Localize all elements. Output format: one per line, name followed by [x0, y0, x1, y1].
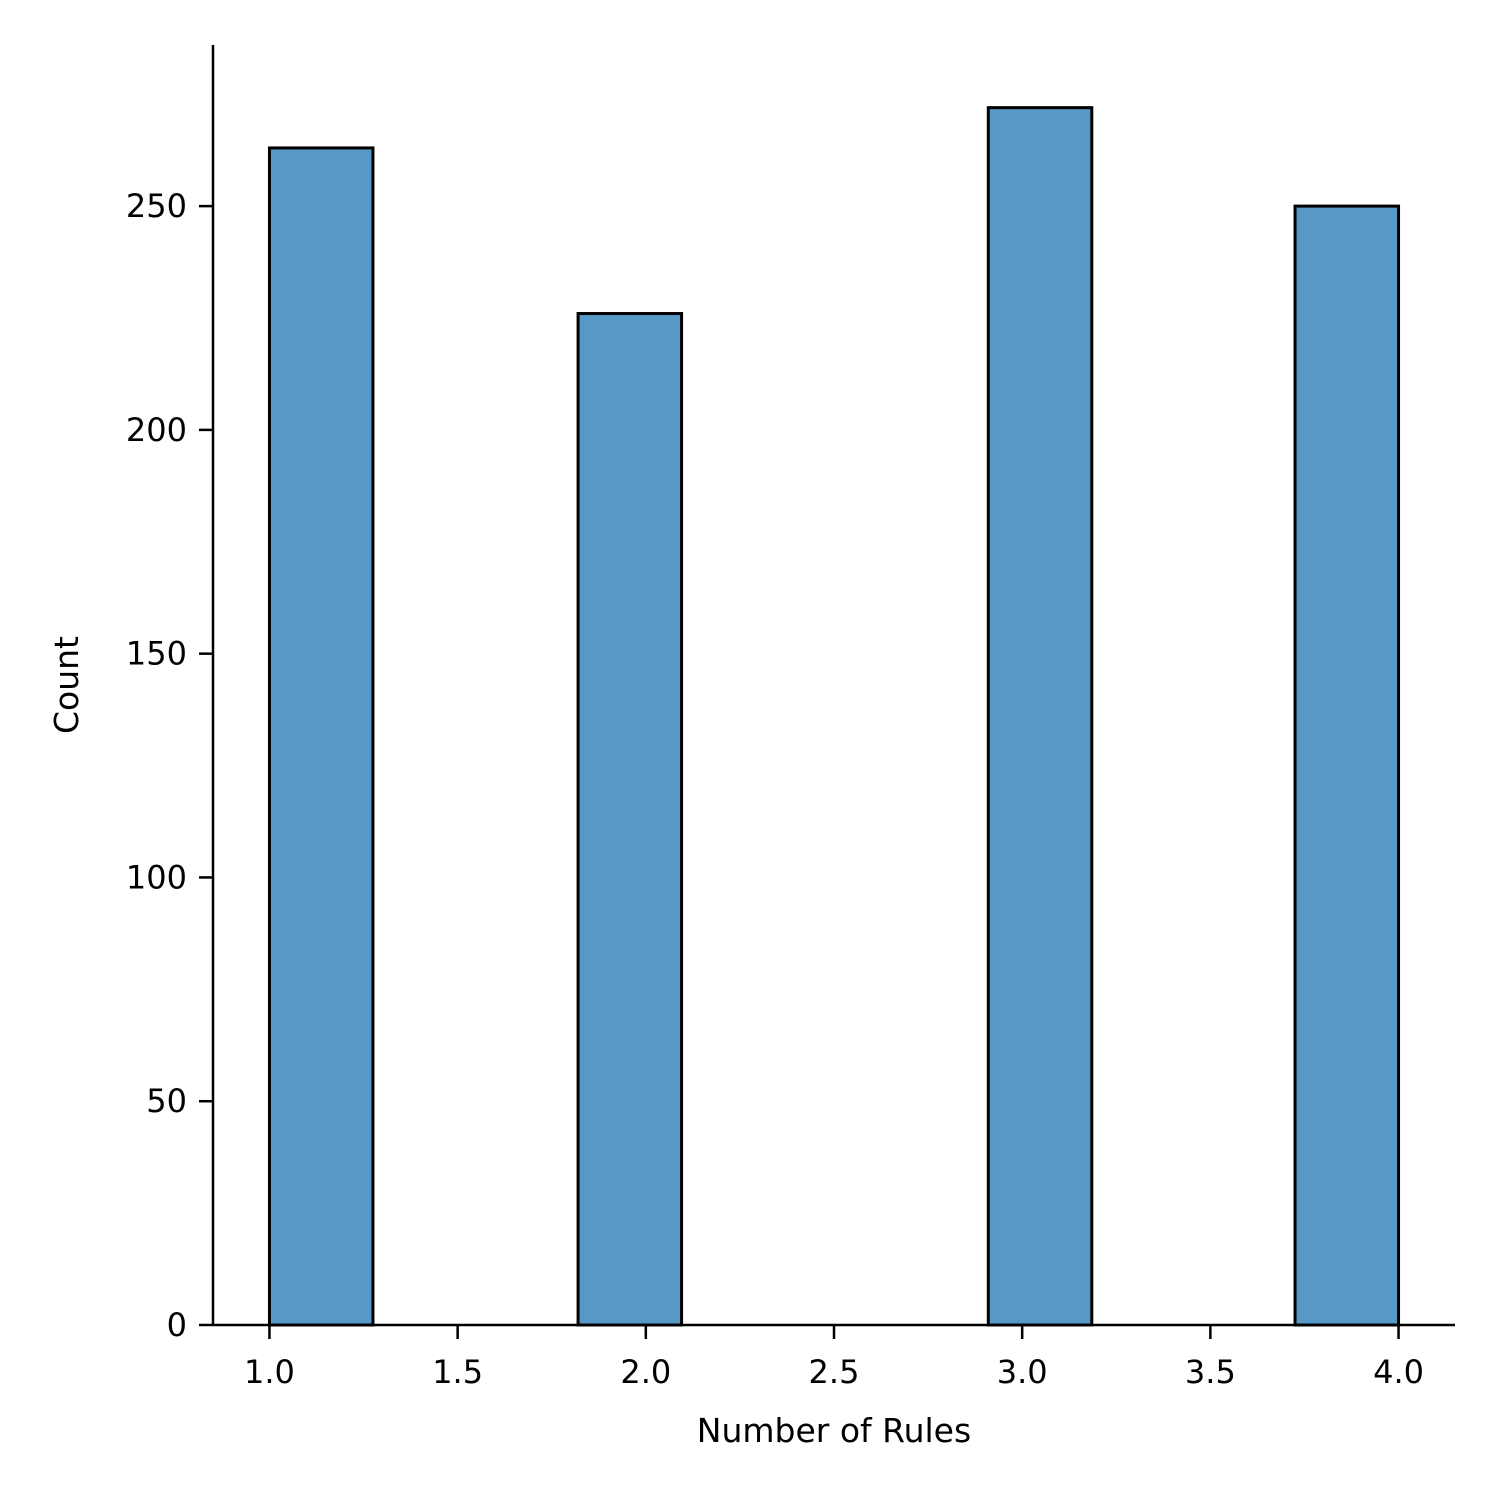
y-tick-label: 150 [126, 635, 187, 673]
y-axis-label: Count [47, 636, 86, 734]
x-tick-label: 1.0 [244, 1353, 295, 1391]
y-tick-label: 250 [126, 187, 187, 225]
y-tick-label: 0 [167, 1306, 187, 1344]
bar-3 [986, 106, 1094, 1327]
bar-1 [267, 146, 375, 1327]
x-tick-label: 4.0 [1373, 1353, 1424, 1391]
y-tick-label: 50 [146, 1082, 187, 1120]
x-axis-label: Number of Rules [697, 1411, 971, 1450]
x-tick-label: 2.0 [620, 1353, 671, 1391]
x-tick-label: 3.0 [997, 1353, 1048, 1391]
x-tick-label: 1.5 [432, 1353, 483, 1391]
x-ticks-group: 1.0 1.5 2.0 2.5 3.0 3.5 4.0 [244, 1325, 1424, 1391]
bars-group [267, 106, 1401, 1327]
y-ticks-group: 0 50 100 150 200 250 [126, 187, 213, 1344]
bar-2 [576, 312, 684, 1327]
x-tick-label: 3.5 [1185, 1353, 1236, 1391]
bar-4 [1293, 204, 1401, 1327]
y-tick-label: 200 [126, 411, 187, 449]
x-tick-label: 2.5 [809, 1353, 860, 1391]
y-tick-label: 100 [126, 858, 187, 896]
